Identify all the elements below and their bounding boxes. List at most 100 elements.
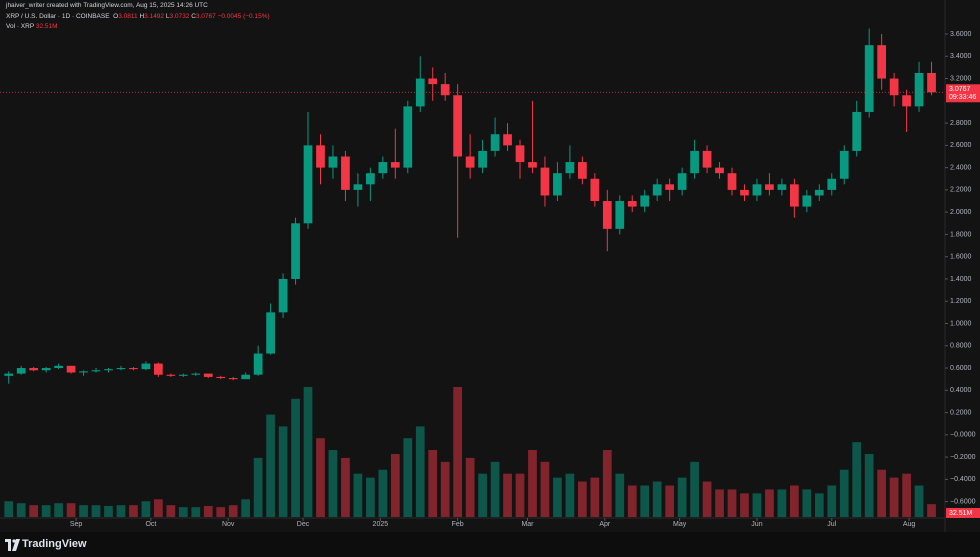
brand: TradingView bbox=[22, 538, 87, 550]
volume-bar bbox=[29, 505, 39, 517]
candle-body bbox=[166, 374, 176, 376]
candle-body bbox=[440, 84, 450, 96]
candle-body bbox=[615, 201, 625, 229]
y-tick-label: 2.4000 bbox=[950, 164, 972, 171]
candle-body bbox=[715, 167, 724, 174]
volume-bar bbox=[4, 501, 14, 517]
candle-body bbox=[777, 184, 787, 190]
x-tick-label: Jul bbox=[827, 521, 836, 528]
candle-body bbox=[216, 376, 226, 379]
volume-bar bbox=[178, 507, 188, 517]
volume-bar bbox=[789, 485, 799, 517]
candle-body bbox=[902, 95, 911, 107]
volume-last: 32.51M bbox=[35, 23, 58, 30]
candle-body bbox=[353, 184, 363, 190]
volume-bar bbox=[216, 507, 226, 517]
candle-body bbox=[316, 145, 325, 168]
volume-bar bbox=[241, 499, 251, 517]
candle-body bbox=[291, 223, 300, 279]
volume-bar bbox=[515, 473, 525, 517]
candle-body bbox=[116, 368, 126, 370]
volume-bar bbox=[765, 489, 774, 517]
candle-body bbox=[677, 173, 687, 190]
quote-line: XRP / U.S. Dollar · 1D · COINBASE O3.081… bbox=[6, 13, 270, 20]
countdown: 09:33:46 bbox=[949, 94, 976, 101]
volume-bar bbox=[902, 473, 911, 517]
footer: TradingView bbox=[0, 532, 980, 557]
y-tick-label: 1.0000 bbox=[950, 320, 972, 327]
candle-body bbox=[877, 45, 887, 79]
candle-body bbox=[390, 162, 400, 168]
x-tick-label: Oct bbox=[145, 521, 156, 528]
y-tick-label: −0.4000 bbox=[950, 476, 976, 483]
volume-bar bbox=[503, 473, 512, 517]
candle-body bbox=[303, 145, 313, 224]
volume-bar bbox=[16, 503, 26, 517]
candle-body bbox=[652, 184, 662, 196]
volume-bar bbox=[316, 438, 325, 517]
x-tick-label: May bbox=[673, 521, 687, 528]
candle-body bbox=[553, 173, 562, 196]
candle-body bbox=[640, 195, 650, 207]
volume-bar bbox=[839, 469, 849, 517]
volume-bar bbox=[640, 485, 650, 517]
volume-bar bbox=[116, 505, 126, 517]
candle-body bbox=[752, 184, 762, 196]
candle-body bbox=[328, 156, 338, 168]
volume-bar bbox=[877, 469, 887, 517]
candle-body bbox=[104, 369, 113, 371]
candle-body bbox=[889, 78, 899, 96]
candle-body bbox=[702, 150, 712, 168]
candle-body bbox=[503, 134, 512, 146]
candle-body bbox=[66, 365, 76, 373]
y-tick-label: 2.6000 bbox=[950, 142, 972, 149]
change-pct: (−0.15%) bbox=[243, 13, 270, 20]
candle-body bbox=[278, 278, 288, 313]
volume-bar bbox=[203, 505, 213, 517]
volume-bar bbox=[690, 461, 699, 517]
volume-bar bbox=[378, 469, 388, 517]
candle-body bbox=[478, 150, 487, 168]
candle-body bbox=[490, 134, 500, 151]
volume-bar bbox=[852, 442, 862, 517]
volume-bar bbox=[827, 485, 837, 517]
y-tick-label: 3.6000 bbox=[950, 31, 972, 38]
volume-bar bbox=[490, 461, 500, 517]
volume-bar bbox=[752, 493, 762, 517]
volume-bar bbox=[104, 505, 113, 517]
candle-body bbox=[515, 145, 525, 163]
candle-body bbox=[602, 201, 612, 229]
volume-bar bbox=[814, 493, 824, 517]
y-tick-label: 0.2000 bbox=[950, 409, 972, 416]
quote-value: 3.0811 bbox=[118, 13, 138, 20]
candle-body bbox=[428, 78, 438, 85]
volume-bar bbox=[465, 457, 475, 517]
volume-box-label: 32.51M bbox=[949, 510, 973, 517]
candle-body bbox=[341, 156, 350, 190]
candle-body bbox=[154, 363, 163, 375]
y-tick-label: 1.6000 bbox=[950, 254, 972, 261]
volume-bar bbox=[403, 438, 413, 517]
x-tick-label: Feb bbox=[452, 521, 464, 528]
volume-bar bbox=[864, 453, 874, 517]
quote-label: L bbox=[165, 13, 170, 20]
volume-bar bbox=[228, 505, 238, 517]
candle-body bbox=[465, 156, 475, 168]
quote-label: H bbox=[139, 13, 145, 20]
symbol: XRP / U.S. Dollar · 1D · COINBASE bbox=[6, 13, 110, 20]
volume-bar bbox=[415, 426, 425, 517]
volume-bar bbox=[602, 450, 612, 517]
candle-body bbox=[690, 150, 699, 174]
candle-body bbox=[253, 353, 263, 375]
candle-body bbox=[528, 162, 537, 168]
candle-body bbox=[16, 368, 26, 374]
volume-bar bbox=[577, 481, 587, 517]
candle-body bbox=[864, 45, 874, 112]
candle-body bbox=[789, 184, 799, 207]
volume-bar bbox=[702, 481, 712, 517]
logo bbox=[5, 539, 20, 551]
volume-bar bbox=[665, 485, 675, 517]
volume-bar bbox=[565, 473, 575, 517]
volume-bar bbox=[627, 485, 637, 517]
